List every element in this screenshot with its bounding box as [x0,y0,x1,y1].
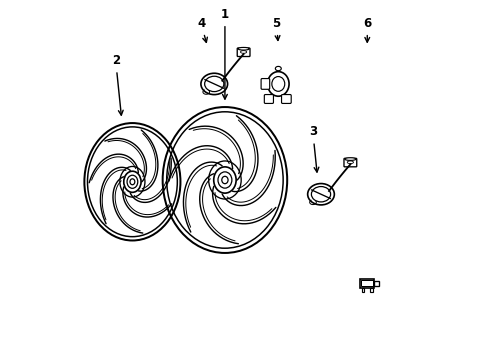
Ellipse shape [267,72,288,96]
Text: 1: 1 [221,8,228,99]
FancyBboxPatch shape [343,158,356,167]
FancyBboxPatch shape [237,48,249,57]
FancyBboxPatch shape [359,279,374,288]
Text: 6: 6 [363,17,370,42]
Ellipse shape [344,158,355,161]
FancyBboxPatch shape [281,95,291,103]
Ellipse shape [201,73,227,95]
Text: 3: 3 [308,126,318,172]
FancyBboxPatch shape [361,288,364,292]
FancyBboxPatch shape [264,95,273,103]
FancyBboxPatch shape [374,281,378,286]
Ellipse shape [275,66,281,71]
Text: 4: 4 [197,17,207,42]
Ellipse shape [238,48,249,50]
FancyBboxPatch shape [261,78,269,89]
Text: 5: 5 [272,17,280,40]
Ellipse shape [204,76,224,91]
Ellipse shape [311,186,330,202]
FancyBboxPatch shape [369,288,372,292]
Text: 2: 2 [111,54,123,115]
Ellipse shape [307,184,334,205]
